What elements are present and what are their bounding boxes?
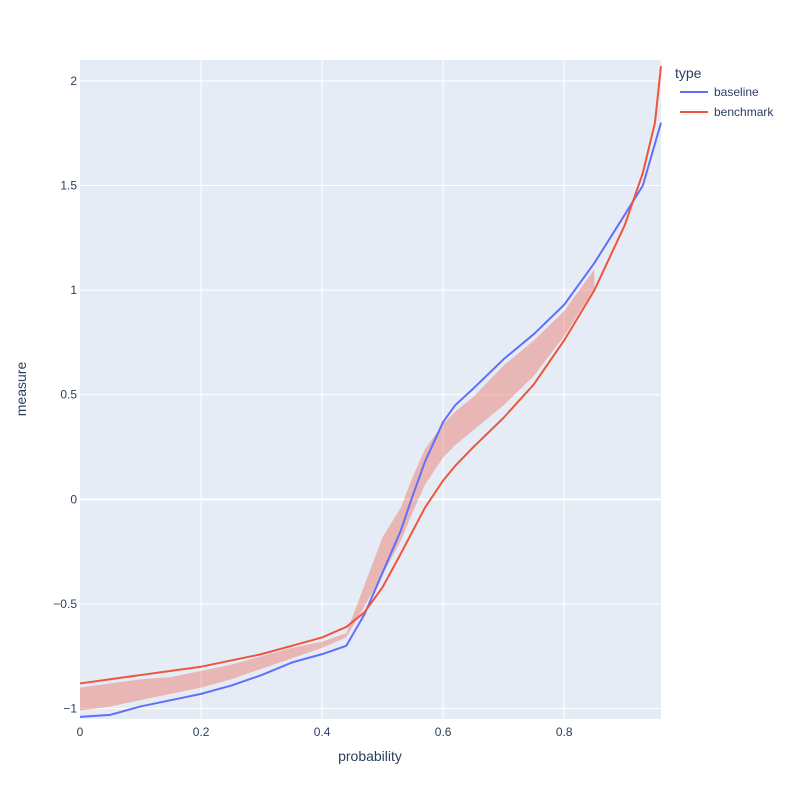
legend-item-benchmark[interactable]: benchmark (680, 105, 774, 119)
y-tick-label: −1 (63, 702, 77, 716)
legend-item-baseline[interactable]: baseline (680, 85, 759, 99)
y-tick-label: 1.5 (60, 179, 77, 193)
x-tick-label: 0 (77, 725, 84, 739)
series-line-baseline (79, 122, 662, 718)
x-tick-label: 0.8 (556, 725, 573, 739)
y-tick-label: 0 (70, 492, 77, 506)
y-tick-label: 0.5 (60, 388, 77, 402)
x-axis-title: probability (338, 748, 402, 764)
legend-label-benchmark: benchmark (714, 105, 774, 119)
x-tick-label: 0.4 (314, 725, 331, 739)
y-tick-label: 2 (70, 74, 77, 88)
x-tick-label: 0.2 (193, 725, 210, 739)
series-line-benchmark (79, 66, 662, 685)
legend-label-baseline: baseline (714, 85, 759, 99)
y-axis-title: measure (13, 362, 29, 417)
x-tick-label: 0.6 (435, 725, 452, 739)
y-tick-label: 1 (70, 283, 77, 297)
legend: type baseline benchmark (675, 65, 774, 119)
y-tick-label: −0.5 (53, 597, 77, 611)
legend-title: type (675, 65, 702, 81)
plot-background (80, 60, 661, 719)
tick-labels: 0 0.2 0.4 0.6 0.8 −1 −0.5 0 0.5 1 1.5 2 (53, 74, 573, 739)
series-layer (79, 66, 662, 718)
